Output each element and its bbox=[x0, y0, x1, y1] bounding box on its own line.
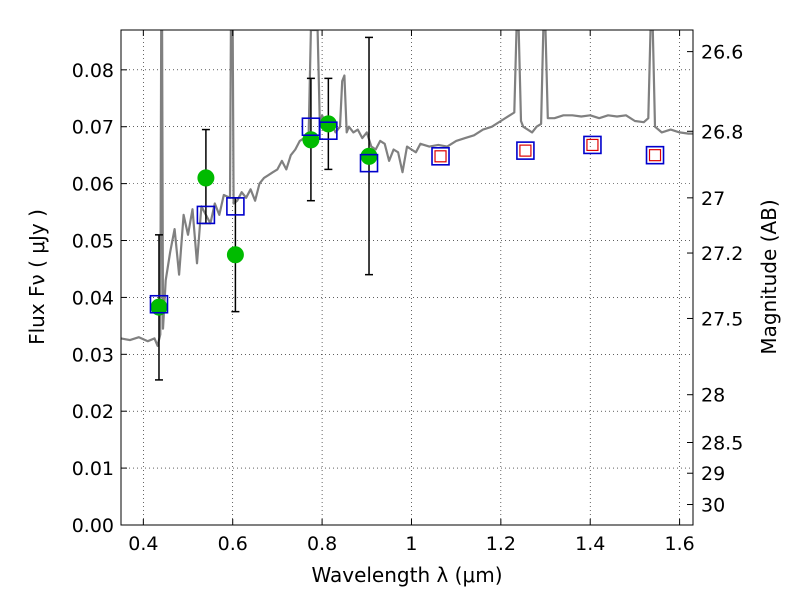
observed-point bbox=[360, 147, 378, 165]
synthetic-photometry-box bbox=[583, 135, 602, 155]
right-tick-label: 30 bbox=[701, 495, 725, 517]
model-spectrum-series bbox=[121, 30, 693, 347]
y-tick-label: 0.06 bbox=[72, 174, 114, 196]
synthetic-photometry-box bbox=[226, 197, 245, 216]
right-tick-label: 28 bbox=[701, 385, 725, 407]
synthetic-photometry-inner-box bbox=[519, 144, 532, 157]
y-tick-label: 0.00 bbox=[72, 515, 114, 537]
x-axis: 0.4 0.6 0.8 1 1.2 1.4 1.6 bbox=[128, 30, 695, 555]
y-tick-label: 0.05 bbox=[72, 231, 114, 253]
x-tick-label: 1.4 bbox=[575, 533, 605, 555]
synthetic-photometry-inner-box bbox=[586, 138, 599, 152]
synthetic-photometry-inner-box bbox=[434, 150, 447, 163]
x-tick-label: 0.6 bbox=[218, 533, 248, 555]
x-tick-label: 1.2 bbox=[486, 533, 516, 555]
observed-point bbox=[302, 131, 320, 149]
x-tick-label: 1.6 bbox=[664, 533, 694, 555]
observed-point bbox=[319, 115, 337, 133]
synthetic-photometry-box bbox=[319, 121, 338, 141]
right-tick-label: 27 bbox=[701, 188, 725, 210]
y-axis-right: 26.6 26.8 27 27.2 27.5 28 28.5 29 30 bbox=[687, 42, 743, 517]
synthetic-photometry-box bbox=[359, 153, 379, 173]
x-tick-label: 1 bbox=[405, 533, 417, 555]
synthetic-photometry-box bbox=[196, 205, 216, 225]
plot-background bbox=[121, 30, 693, 525]
synthetic-photometry-box bbox=[431, 147, 450, 166]
synthetic-photometry-box bbox=[645, 145, 665, 165]
y-tick-label: 0.02 bbox=[72, 401, 114, 423]
right-tick-label: 26.6 bbox=[701, 42, 743, 64]
model-spectrum-line bbox=[121, 30, 693, 347]
synthetic-photometry-box bbox=[149, 294, 169, 314]
y-tick-label: 0.01 bbox=[72, 458, 114, 480]
y-tick-label: 0.07 bbox=[72, 117, 114, 139]
right-axis-title: Magnitude (AB) bbox=[757, 199, 781, 354]
y-tick-label: 0.04 bbox=[72, 287, 114, 309]
y-axis-left: 0.00 0.01 0.02 0.03 0.04 0.05 0.06 0.07 0.08 bbox=[72, 60, 127, 537]
right-tick-label: 27.2 bbox=[701, 243, 743, 265]
right-tick-label: 26.8 bbox=[701, 121, 743, 143]
synthetic-photometry-series bbox=[149, 117, 665, 314]
right-tick-label: 27.5 bbox=[701, 308, 743, 330]
synthetic-photometry-inner-box bbox=[648, 149, 662, 162]
right-tick-label: 28.5 bbox=[701, 433, 743, 455]
synthetic-photometry-box bbox=[516, 141, 535, 160]
plot-frame bbox=[120, 29, 694, 526]
x-tick-label: 0.8 bbox=[307, 533, 337, 555]
observed-points-series bbox=[150, 115, 378, 316]
plot-area bbox=[121, 30, 693, 381]
x-tick-label: 0.4 bbox=[128, 533, 158, 555]
right-tick-label: 29 bbox=[701, 463, 725, 485]
y-axis-title: Flux Fν ( μJy ) bbox=[25, 209, 49, 345]
observed-point bbox=[226, 246, 244, 264]
x-axis-title: Wavelength λ (μm) bbox=[311, 563, 502, 587]
y-tick-label: 0.03 bbox=[72, 344, 114, 366]
y-tick-label: 0.08 bbox=[72, 60, 114, 82]
observed-point bbox=[197, 169, 215, 187]
